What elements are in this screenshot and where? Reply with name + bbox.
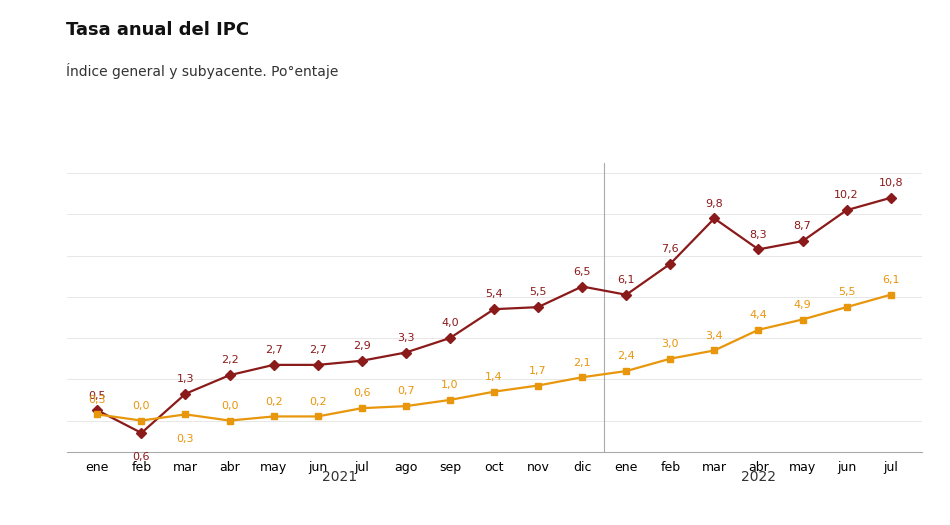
Text: 2,7: 2,7 [265, 345, 282, 355]
Text: 5,4: 5,4 [485, 289, 503, 299]
Text: 0,3: 0,3 [177, 434, 194, 444]
Text: 3,4: 3,4 [706, 331, 723, 341]
Text: 5,5: 5,5 [529, 287, 547, 297]
Text: Tasa anual del IPC: Tasa anual del IPC [66, 21, 250, 39]
Text: 0,7: 0,7 [397, 386, 414, 396]
Text: 6,1: 6,1 [882, 275, 900, 285]
Text: 1,3: 1,3 [177, 374, 194, 384]
Text: 2022: 2022 [741, 470, 776, 484]
Text: 2,4: 2,4 [618, 351, 636, 361]
Text: 4,0: 4,0 [441, 318, 459, 328]
Text: 5,5: 5,5 [838, 287, 855, 297]
Text: 10,2: 10,2 [834, 191, 859, 201]
Text: 0,6: 0,6 [353, 388, 370, 398]
Text: 0,0: 0,0 [220, 401, 238, 411]
Text: 3,0: 3,0 [661, 339, 679, 349]
Text: 2,2: 2,2 [220, 355, 238, 365]
Text: 8,7: 8,7 [793, 222, 811, 232]
Text: 2,1: 2,1 [574, 358, 591, 368]
Text: 10,8: 10,8 [879, 178, 902, 188]
Text: 2,7: 2,7 [309, 345, 327, 355]
Text: 0,5: 0,5 [88, 391, 106, 401]
Text: 1,7: 1,7 [529, 366, 547, 376]
Text: 4,4: 4,4 [750, 310, 768, 320]
Text: 0,2: 0,2 [309, 397, 327, 407]
Text: 0,2: 0,2 [265, 397, 282, 407]
Text: 0,6: 0,6 [133, 453, 150, 463]
Text: 6,5: 6,5 [574, 267, 591, 277]
Text: 2021: 2021 [322, 470, 357, 484]
Text: 8,3: 8,3 [750, 229, 768, 239]
Text: Índice general y subyacente. Po°entaje: Índice general y subyacente. Po°entaje [66, 63, 339, 79]
Text: 3,3: 3,3 [397, 333, 414, 343]
Text: 7,6: 7,6 [661, 244, 679, 254]
Text: 0,0: 0,0 [133, 401, 150, 411]
Text: 4,9: 4,9 [793, 300, 811, 310]
Text: 1,0: 1,0 [441, 380, 459, 390]
Text: 1,4: 1,4 [485, 372, 503, 382]
Text: 9,8: 9,8 [706, 199, 723, 209]
Text: 2,9: 2,9 [352, 341, 370, 351]
Text: 0,3: 0,3 [88, 395, 106, 405]
Text: 6,1: 6,1 [618, 275, 635, 285]
